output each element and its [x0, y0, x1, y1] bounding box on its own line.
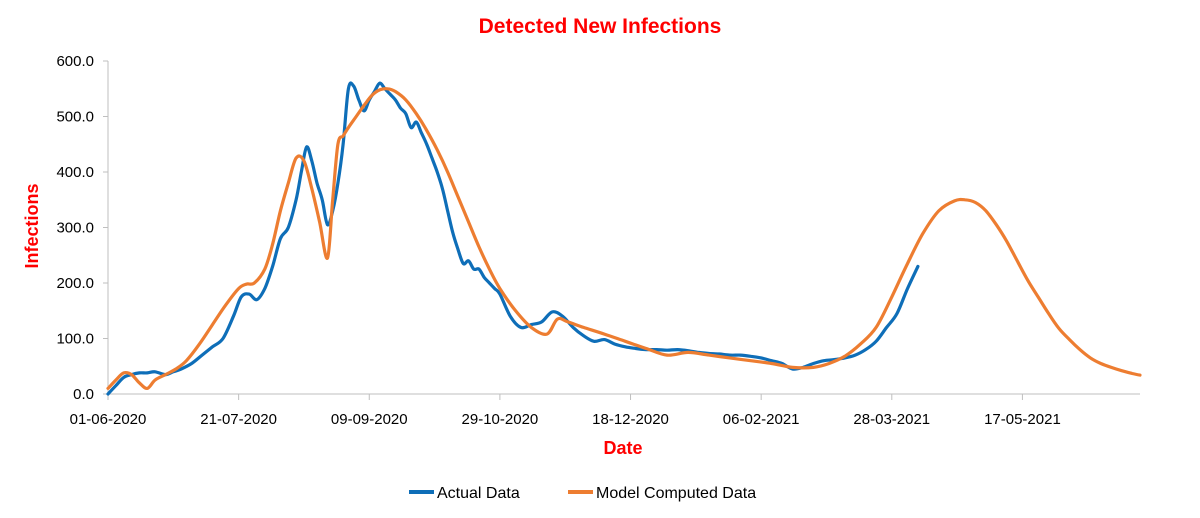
series-layer: [106, 81, 1142, 396]
chart-title: Detected New Infections: [479, 15, 722, 38]
x-tick-label: 01-06-2020: [70, 411, 147, 428]
y-axis-title: Infections: [22, 183, 42, 268]
x-tick-label: 21-07-2020: [200, 411, 277, 428]
x-tick-label: 17-05-2021: [984, 411, 1061, 428]
x-tick-label: 06-02-2021: [723, 411, 800, 428]
y-tick-label: 500.0: [56, 109, 94, 126]
y-tick-label: 600.0: [56, 53, 94, 70]
legend-label-model: Model Computed Data: [596, 485, 756, 502]
x-axis-title: Date: [603, 438, 642, 458]
y-tick-label: 300.0: [56, 220, 94, 237]
y-tick-label: 0.0: [73, 386, 94, 403]
y-axis-ticks: 0.0 100.0 200.0 300.0 400.0 500.0 600.0: [56, 53, 109, 403]
x-axis: 01-06-2020 21-07-2020 09-09-2020 29-10-2020…: [70, 393, 1140, 428]
y-tick-label: 200.0: [56, 275, 94, 292]
y-tick-label: 100.0: [56, 331, 94, 348]
legend: Actual Data Model Computed Data: [409, 485, 756, 502]
y-tick-label: 400.0: [56, 164, 94, 181]
x-tick-label: 28-03-2021: [853, 411, 930, 428]
x-tick-label: 18-12-2020: [592, 411, 669, 428]
legend-label-actual: Actual Data: [437, 485, 520, 502]
series-line-model: [106, 87, 1142, 391]
x-tick-label: 09-09-2020: [331, 411, 408, 428]
series-line-actual: [106, 81, 920, 396]
x-tick-label: 29-10-2020: [462, 411, 539, 428]
